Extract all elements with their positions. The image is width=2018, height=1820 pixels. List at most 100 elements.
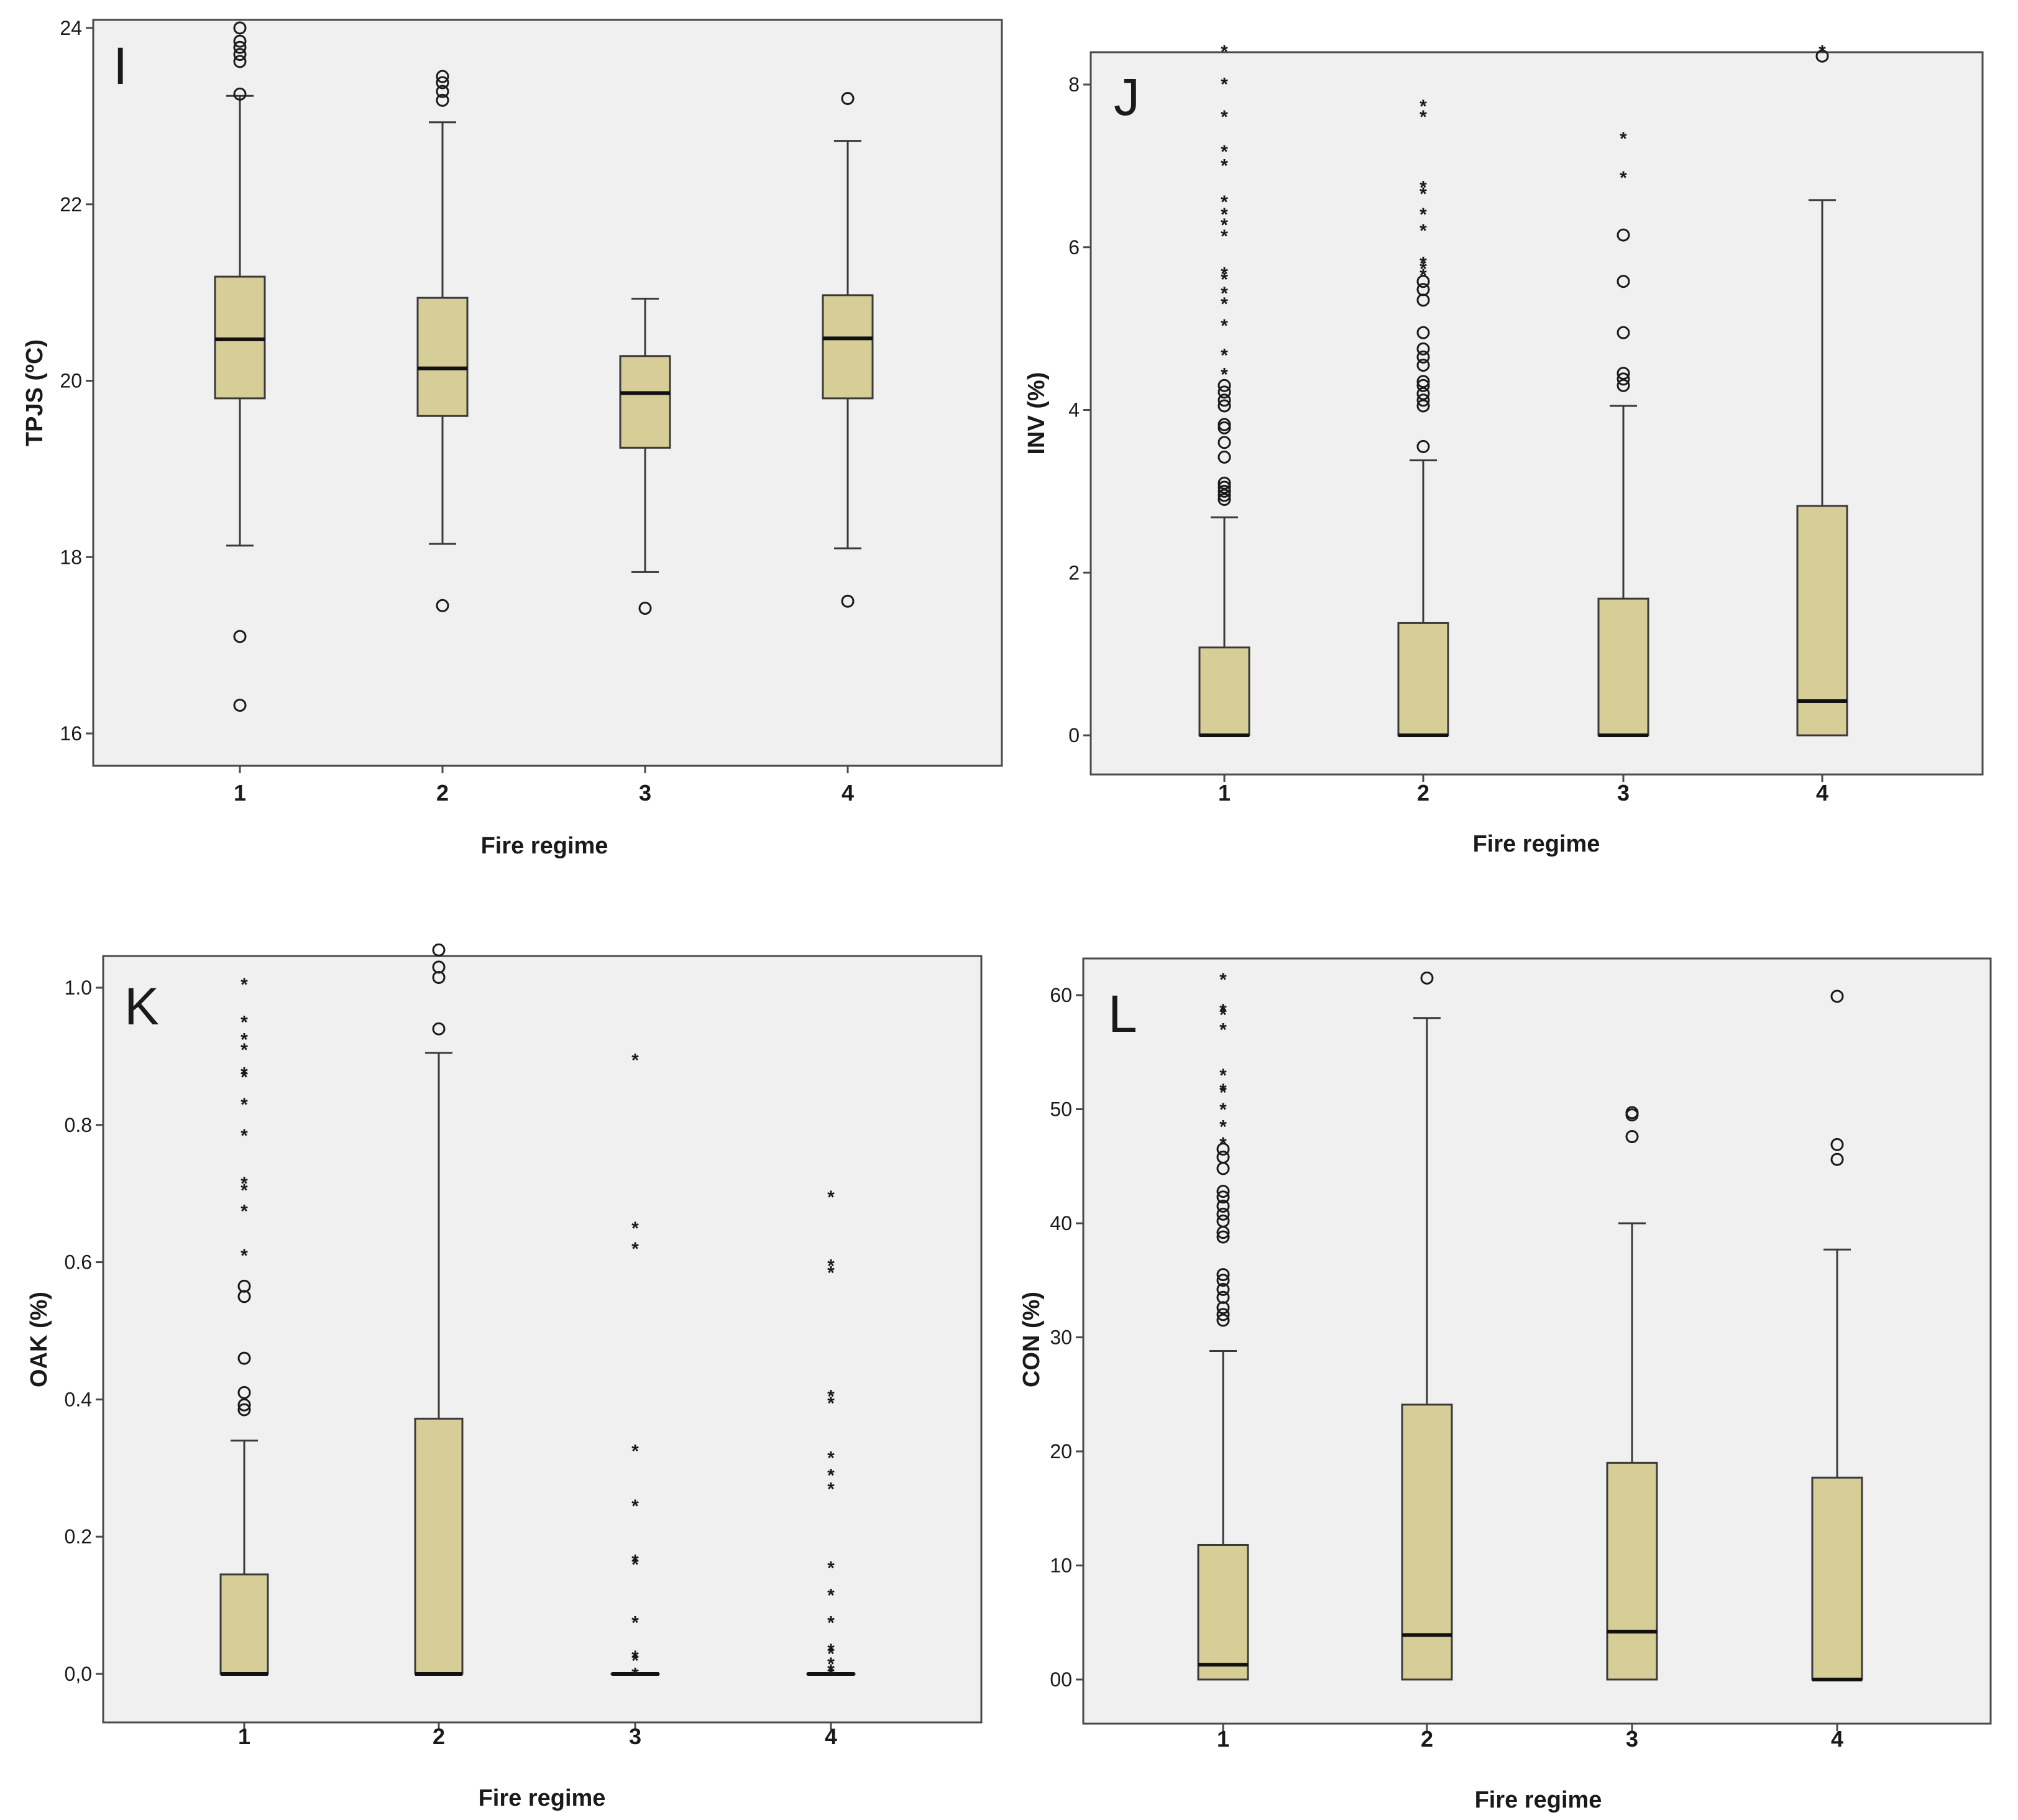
extreme-point: *	[1419, 265, 1427, 286]
panel-l-boxes: **********	[1197, 970, 1863, 1681]
outlier-point	[1216, 1151, 1230, 1164]
extreme-point: *	[631, 1496, 639, 1517]
outlier-point	[1416, 359, 1430, 372]
y-tick-label: 20	[1050, 1440, 1072, 1463]
extreme-point: *	[1219, 1005, 1227, 1026]
box-iqr	[1811, 1476, 1863, 1681]
panel-l-y-ticks: 00 10 20 30 40 50 60	[1050, 984, 1083, 1691]
extreme-point: *	[1219, 1020, 1227, 1041]
box-group: ***********	[610, 1050, 660, 1684]
box-group	[619, 298, 671, 615]
extreme-point: *	[1419, 259, 1427, 280]
extreme-point: *	[827, 1479, 835, 1499]
box-iqr	[822, 294, 874, 400]
outlier-point	[237, 1279, 251, 1293]
box-iqr	[1597, 597, 1649, 737]
panel-l: L 00 10 20 30 40 50 60 1 2 3 4 ********** CON (%)…	[1019, 957, 1992, 1813]
outlier-point	[1830, 990, 1844, 1003]
box-group	[1401, 971, 1453, 1681]
outlier-point	[237, 1398, 251, 1412]
outlier-point	[432, 960, 446, 974]
extreme-point: *	[1221, 316, 1228, 336]
y-tick-label: 10	[1050, 1555, 1072, 1577]
outlier-point	[436, 85, 449, 98]
outlier-point	[1216, 1230, 1230, 1244]
extreme-point: *	[1818, 42, 1826, 62]
panel-i-y-ticks: 16 18 20 22 24	[60, 17, 93, 745]
extreme-point: *	[631, 1441, 639, 1462]
y-tick-label: 0.4	[65, 1388, 92, 1410]
panel-l-letter: L	[1108, 985, 1137, 1043]
extreme-point: *	[827, 1465, 835, 1486]
outlier-point	[1218, 385, 1231, 399]
y-tick-label: 50	[1050, 1098, 1072, 1121]
extreme-point: *	[827, 1586, 835, 1606]
y-tick-label: 24	[60, 17, 82, 39]
x-tick-label: 1	[238, 1724, 250, 1749]
outlier-point	[432, 1022, 446, 1036]
box-iqr	[414, 1417, 464, 1675]
outlier-point	[1416, 375, 1430, 388]
outlier-point	[1416, 399, 1430, 413]
box-group: ****************	[806, 1187, 856, 1684]
panel-k-x-axis-title: Fire regime	[479, 1785, 606, 1811]
panel-j-y-ticks: 0 2 4 6 8	[1068, 73, 1091, 747]
outlier-point	[1216, 1308, 1230, 1321]
outlier-point	[233, 34, 247, 48]
extreme-point: *	[1221, 74, 1228, 94]
x-tick-label: 1	[1218, 780, 1231, 806]
y-tick-label: 00	[1050, 1668, 1072, 1691]
extreme-point: *	[241, 1246, 248, 1266]
extreme-point: *	[1419, 96, 1427, 117]
panel-l-x-axis-title: Fire regime	[1475, 1787, 1602, 1813]
extreme-point: *	[1419, 221, 1427, 241]
outlier-point	[1625, 1106, 1639, 1119]
extreme-point: *	[1419, 205, 1427, 225]
extreme-point: *	[827, 1393, 835, 1413]
extreme-point: *	[827, 1256, 835, 1277]
outlier-point	[1617, 379, 1630, 392]
y-tick-label: 0.6	[65, 1251, 92, 1274]
box-iqr	[1397, 622, 1449, 737]
outlier-point	[1416, 326, 1430, 339]
y-tick-label: 2	[1068, 561, 1080, 584]
extreme-point: *	[1219, 1100, 1227, 1120]
outlier-point	[1617, 275, 1630, 288]
extreme-point: *	[631, 1239, 639, 1259]
extreme-point: *	[827, 1643, 835, 1664]
x-tick-label: 2	[1421, 1726, 1433, 1752]
panel-k-letter: K	[124, 977, 159, 1036]
y-tick-label: 4	[1068, 399, 1080, 421]
extreme-point: *	[1221, 42, 1228, 62]
outlier-point	[1815, 49, 1829, 63]
extreme-point: *	[1419, 107, 1427, 127]
extreme-point: *	[1221, 264, 1228, 284]
outlier-point	[1216, 1274, 1230, 1287]
extreme-point: *	[1219, 1065, 1227, 1086]
outlier-point	[1416, 393, 1430, 407]
panel-k-y-axis-title: OAK (%)	[26, 1292, 52, 1387]
extreme-point: *	[631, 1555, 639, 1575]
extreme-point: *	[1221, 226, 1228, 247]
box-iqr	[1796, 505, 1848, 737]
outlier-point	[436, 599, 449, 612]
extreme-point: *	[1419, 184, 1427, 205]
outlier-point	[1416, 379, 1430, 392]
panel-i-y-axis-title: TPJS (ºC)	[22, 339, 48, 446]
box-group	[214, 21, 266, 712]
x-tick-label: 3	[639, 780, 651, 806]
panel-j-x-axis-title: Fire regime	[1473, 831, 1600, 857]
extreme-point: *	[241, 1201, 248, 1221]
box-iqr	[219, 1573, 269, 1675]
outlier-point	[233, 21, 247, 35]
y-tick-label: 60	[1050, 984, 1072, 1006]
extreme-point: *	[1221, 270, 1228, 290]
x-tick-label: 1	[234, 780, 246, 806]
outlier-point	[1416, 439, 1430, 453]
y-tick-label: 22	[60, 193, 82, 216]
outlier-point	[1216, 1268, 1230, 1282]
outlier-point	[1216, 1199, 1230, 1213]
panel-j-boxes: ****************************	[1198, 42, 1848, 737]
y-tick-label: 20	[60, 370, 82, 392]
